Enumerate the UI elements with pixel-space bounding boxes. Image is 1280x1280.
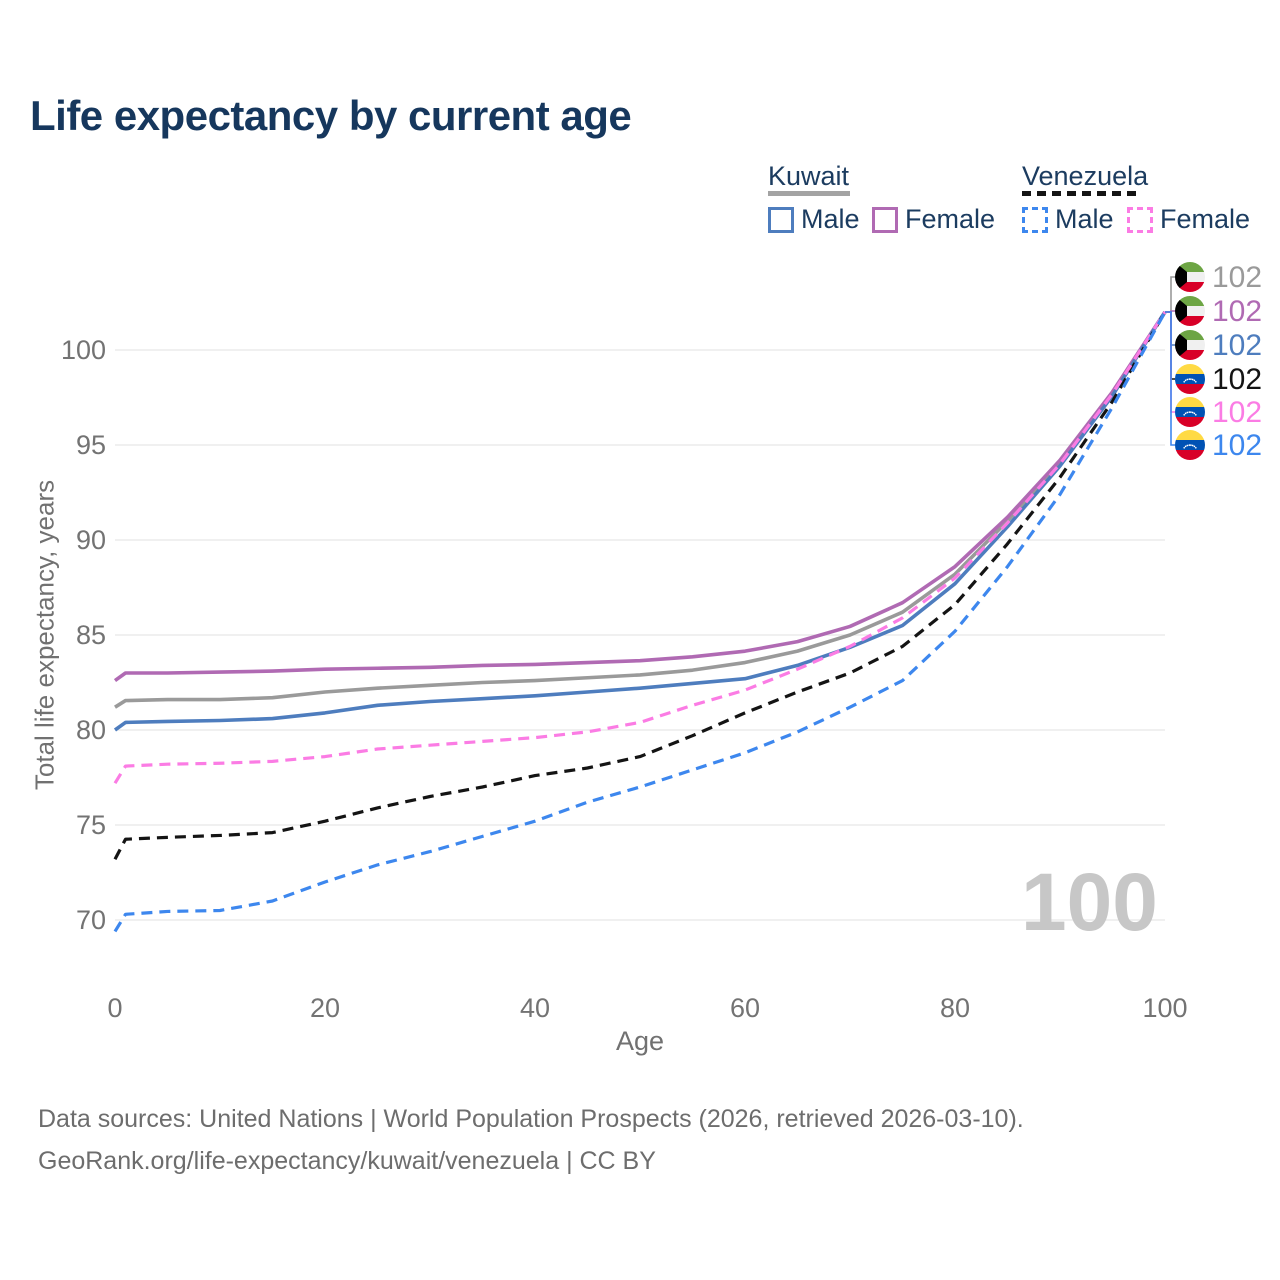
attribution-link: GeoRank.org/life-expectancy/kuwait/venez… <box>38 1147 656 1175</box>
end-label-connector <box>1165 311 1175 346</box>
end-label-connector <box>1165 311 1175 446</box>
venezuela-flag-icon <box>1175 397 1205 427</box>
x-axis-title: Age <box>615 1026 665 1056</box>
y-tick-label: 90 <box>76 525 106 555</box>
age-watermark: 100 <box>1021 857 1158 948</box>
legend-item-kuwait-male[interactable]: Male <box>768 204 860 235</box>
end-value-label: 102 <box>1212 363 1262 396</box>
end-value-label: 102 <box>1212 261 1262 294</box>
legend-item-venezuela-male[interactable]: Male <box>1022 204 1114 235</box>
y-tick-label: 80 <box>76 715 106 745</box>
x-tick-label: 80 <box>940 993 970 1023</box>
x-tick-label: 60 <box>730 993 760 1023</box>
legend-group-kuwait[interactable]: Kuwait <box>768 161 850 191</box>
kuwait-female-checkbox[interactable] <box>872 206 898 233</box>
venezuela-female-checkbox[interactable] <box>1127 206 1153 233</box>
legend-label: Male <box>801 204 860 234</box>
x-tick-label: 0 <box>107 993 122 1023</box>
end-label-connector <box>1165 276 1175 313</box>
series-line-venezuela-total <box>113 311 1167 860</box>
series-line-venezuela-male <box>113 311 1167 933</box>
kuwait-flag-icon <box>1175 330 1205 360</box>
venezuela-flag-icon <box>1175 364 1205 394</box>
y-tick-label: 85 <box>76 620 106 650</box>
legend-label: Female <box>1160 204 1251 234</box>
legend-item-kuwait-female[interactable]: Female <box>872 204 995 235</box>
venezuela-male-checkbox[interactable] <box>1022 206 1048 233</box>
series-line-kuwait-male <box>113 311 1167 732</box>
y-tick-label: 95 <box>76 430 106 460</box>
kuwait-flag-icon <box>1175 296 1205 326</box>
page-title: Life expectancy by current age <box>30 92 632 139</box>
kuwait-line-style-swatch <box>768 191 850 196</box>
end-value-label: 102 <box>1212 429 1262 462</box>
end-value-label: 102 <box>1212 396 1262 429</box>
series-line-venezuela-female <box>113 311 1167 785</box>
series-line-kuwait-female <box>113 311 1167 683</box>
legend-label: Female <box>905 204 996 234</box>
series-line-kuwait-total <box>114 311 1167 709</box>
x-tick-label: 40 <box>520 993 550 1023</box>
x-tick-label: 100 <box>1142 993 1187 1023</box>
y-tick-label: 70 <box>76 905 106 935</box>
legend-item-venezuela-female[interactable]: Female <box>1127 204 1250 235</box>
data-source-note: Data sources: United Nations | World Pop… <box>38 1105 1024 1133</box>
legend-group-venezuela[interactable]: Venezuela <box>1022 161 1149 191</box>
y-axis-title: Total life expectancy, years <box>29 479 60 791</box>
end-value-label: 102 <box>1212 295 1262 328</box>
kuwait-flag-icon <box>1175 262 1205 292</box>
y-tick-label: 100 <box>61 335 106 365</box>
venezuela-flag-icon <box>1175 430 1205 460</box>
x-tick-label: 20 <box>310 993 340 1023</box>
legend-label: Male <box>1055 204 1114 234</box>
end-label-connector <box>1165 311 1175 413</box>
kuwait-male-checkbox[interactable] <box>768 206 794 233</box>
end-value-label: 102 <box>1212 329 1262 362</box>
y-tick-label: 75 <box>76 810 106 840</box>
venezuela-line-style-swatch <box>1022 191 1140 196</box>
